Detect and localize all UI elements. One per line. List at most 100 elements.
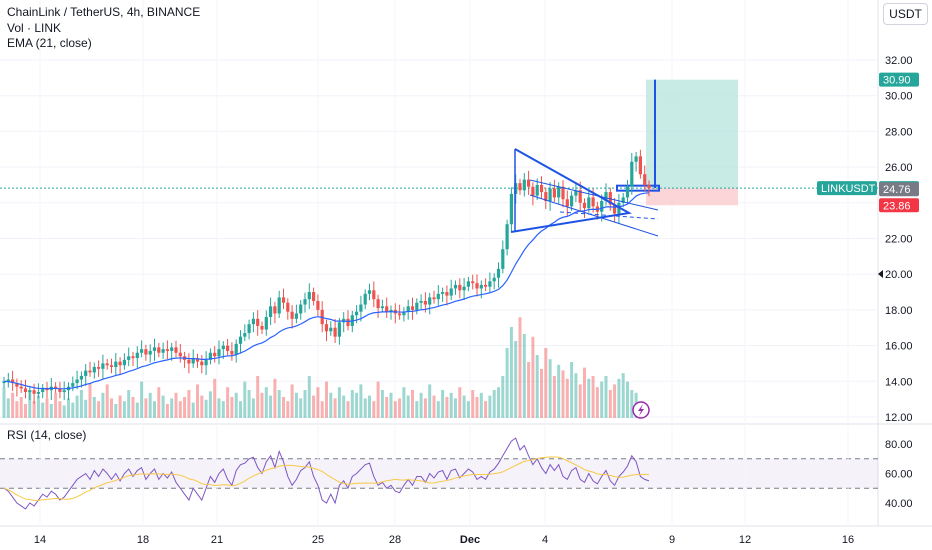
candle-body xyxy=(445,292,449,296)
price-badge-box xyxy=(879,198,919,213)
rsi-band xyxy=(0,458,878,489)
legend-ema[interactable]: EMA (21, close) xyxy=(7,36,92,50)
volume-bar xyxy=(342,395,346,418)
ema-polyline xyxy=(3,192,650,390)
volume-bar xyxy=(110,398,113,418)
currency-selector[interactable]: USDT xyxy=(879,0,932,28)
candle-body xyxy=(62,390,66,393)
position-zones[interactable] xyxy=(0,79,878,206)
volume-bar xyxy=(144,398,148,418)
volume-bar xyxy=(62,405,66,418)
candle-body xyxy=(565,199,569,207)
time-axis-ticks[interactable]: 14 18 21 25 28 Dec 4 9 12 16 xyxy=(34,534,854,546)
candle-body xyxy=(647,184,651,189)
candle-body xyxy=(221,345,225,350)
volume-bar xyxy=(419,392,423,418)
trendline-drawings[interactable] xyxy=(510,148,659,237)
legend-volume[interactable]: Vol · LINK xyxy=(7,21,62,35)
candle-body xyxy=(484,284,488,287)
legend-title[interactable]: ChainLink / TetherUS, 4h, BINANCE xyxy=(7,5,201,19)
volume-bar xyxy=(299,398,303,418)
volume-bar xyxy=(260,392,264,418)
price-tick-label: 14.00 xyxy=(885,376,913,388)
price-badge-box xyxy=(879,72,919,87)
candle-body xyxy=(385,306,389,312)
candle-body xyxy=(441,292,445,294)
volume-bar xyxy=(574,373,578,418)
candle-body xyxy=(299,304,303,314)
candle-body xyxy=(234,343,238,355)
volume-bar xyxy=(423,398,427,418)
volume-bar xyxy=(226,387,230,418)
candle-body xyxy=(582,202,587,209)
candle-body xyxy=(269,306,273,318)
rsi-lines xyxy=(3,437,650,510)
volume-bar xyxy=(191,402,195,418)
candle-body xyxy=(45,388,49,391)
candle-body xyxy=(58,388,62,393)
candle-body xyxy=(6,379,10,382)
volume-bar xyxy=(256,376,260,418)
candle-body xyxy=(23,388,28,393)
currency-button[interactable]: USDT xyxy=(883,3,928,25)
candle-body xyxy=(324,324,329,332)
volume-bar xyxy=(595,387,599,418)
candle-body xyxy=(428,297,432,305)
candle-body xyxy=(372,290,376,300)
volume-bar xyxy=(454,398,457,418)
candle-body xyxy=(591,197,595,207)
candle-body xyxy=(92,367,96,373)
legend-rsi[interactable]: RSI (14, close) xyxy=(7,428,87,442)
volume-bar xyxy=(531,336,535,418)
volume-bar xyxy=(153,401,156,418)
volume-bar xyxy=(178,401,182,418)
volume-bar xyxy=(527,362,531,418)
volume-bar xyxy=(479,392,483,418)
candle-body xyxy=(544,192,548,202)
candle-body xyxy=(71,383,75,387)
candle-body xyxy=(114,361,118,368)
volume-bar xyxy=(626,381,629,418)
candle-body xyxy=(496,268,501,278)
volume-bar xyxy=(471,390,475,418)
candle-body xyxy=(256,318,260,326)
volume-bar xyxy=(135,402,139,418)
candle-body xyxy=(380,306,384,309)
candle-body xyxy=(127,356,131,360)
candle-body xyxy=(75,379,79,384)
candle-body xyxy=(359,304,363,312)
candle-body xyxy=(634,156,638,162)
volume-bar xyxy=(398,398,402,418)
volume-bar xyxy=(535,355,539,418)
price-tick-label: 26.00 xyxy=(885,162,913,174)
volume-bar xyxy=(196,384,199,418)
volume-bar xyxy=(24,404,27,418)
candle-body xyxy=(135,352,139,359)
volume-bar xyxy=(114,404,118,418)
volume-bar xyxy=(239,401,242,418)
candle-body xyxy=(355,311,359,316)
volume-bar xyxy=(604,376,608,418)
candle-body xyxy=(436,293,440,300)
candle-body xyxy=(204,359,208,366)
candle-body xyxy=(475,283,479,289)
volume-bar xyxy=(501,376,505,418)
time-tick-label: 21 xyxy=(211,534,223,546)
candle-body xyxy=(522,179,526,191)
rsi-axis-ticks: 40.00 60.00 80.00 xyxy=(885,439,913,510)
candle-body xyxy=(643,174,647,185)
volume-bar xyxy=(118,395,122,418)
volume-bar xyxy=(157,387,161,418)
lightning-icon[interactable] xyxy=(632,401,650,419)
volume-bar xyxy=(282,397,285,418)
candle-body xyxy=(178,352,182,357)
volume-bar xyxy=(148,392,152,418)
entry-box xyxy=(616,184,660,192)
price-badge-value: 30.90 xyxy=(883,75,911,87)
candle-body xyxy=(630,161,634,187)
candle-body xyxy=(140,349,144,353)
time-tick-label: 4 xyxy=(542,534,548,546)
candle-body xyxy=(152,347,157,351)
price-tick-label: 18.00 xyxy=(885,305,913,317)
